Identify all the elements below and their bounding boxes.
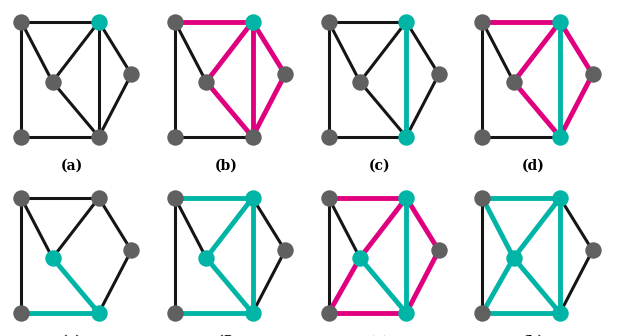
- Point: [280, 248, 290, 253]
- Point: [401, 310, 411, 316]
- Text: (f): (f): [216, 335, 236, 336]
- Point: [94, 19, 104, 25]
- Point: [247, 19, 257, 25]
- Point: [477, 19, 487, 25]
- Point: [94, 310, 104, 316]
- Point: [170, 134, 180, 139]
- Point: [555, 19, 565, 25]
- Point: [247, 310, 257, 316]
- Point: [509, 255, 519, 261]
- Point: [401, 134, 411, 139]
- Point: [434, 248, 444, 253]
- Text: (e): (e): [61, 335, 83, 336]
- Point: [401, 19, 411, 25]
- Point: [355, 255, 365, 261]
- Point: [170, 195, 180, 201]
- Text: (h): (h): [521, 335, 545, 336]
- Point: [247, 134, 257, 139]
- Point: [280, 72, 290, 77]
- Point: [202, 255, 211, 261]
- Text: (g): (g): [368, 335, 391, 336]
- Point: [555, 310, 565, 316]
- Point: [16, 19, 26, 25]
- Point: [324, 19, 334, 25]
- Point: [202, 79, 211, 84]
- Point: [16, 134, 26, 139]
- Point: [247, 195, 257, 201]
- Point: [170, 310, 180, 316]
- Point: [355, 79, 365, 84]
- Point: [16, 195, 26, 201]
- Point: [588, 72, 598, 77]
- Point: [555, 134, 565, 139]
- Point: [94, 134, 104, 139]
- Point: [477, 134, 487, 139]
- Point: [555, 195, 565, 201]
- Point: [324, 310, 334, 316]
- Point: [16, 310, 26, 316]
- Point: [126, 72, 136, 77]
- Text: (a): (a): [61, 159, 83, 173]
- Text: (b): (b): [215, 159, 237, 173]
- Point: [401, 195, 411, 201]
- Point: [434, 72, 444, 77]
- Text: (c): (c): [369, 159, 391, 173]
- Point: [48, 79, 58, 84]
- Point: [170, 19, 180, 25]
- Text: (d): (d): [522, 159, 545, 173]
- Point: [126, 248, 136, 253]
- Point: [588, 248, 598, 253]
- Point: [48, 255, 58, 261]
- Point: [94, 195, 104, 201]
- Point: [477, 310, 487, 316]
- Point: [509, 79, 519, 84]
- Point: [324, 195, 334, 201]
- Point: [324, 134, 334, 139]
- Point: [477, 195, 487, 201]
